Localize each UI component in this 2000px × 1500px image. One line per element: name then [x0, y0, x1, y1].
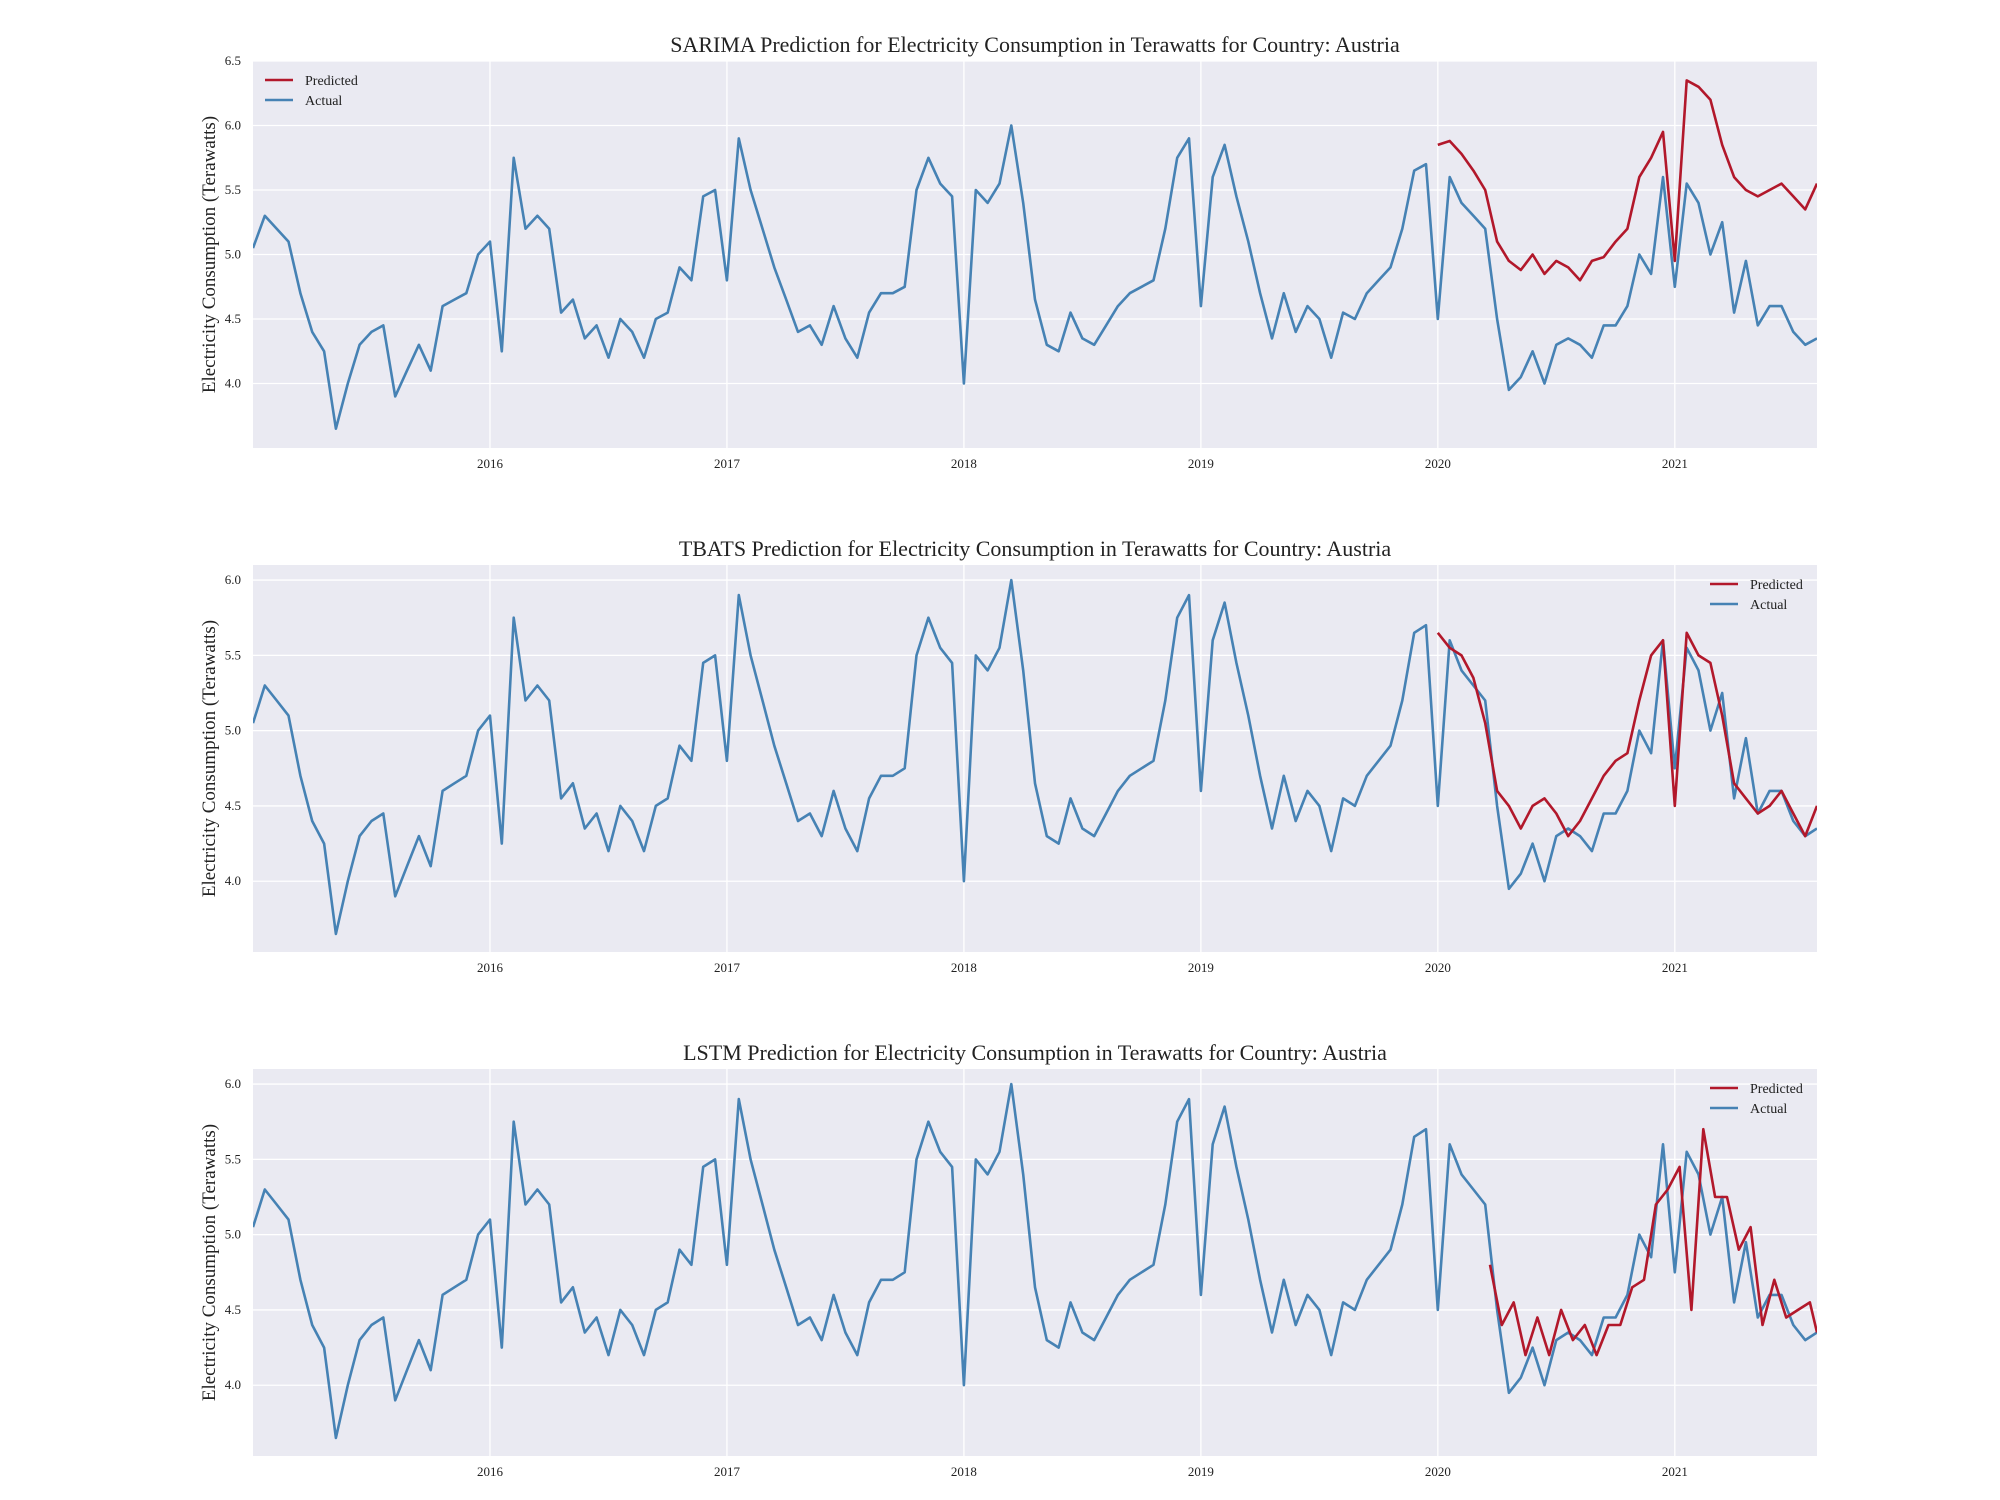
x-tick-label: 2016	[477, 960, 504, 975]
chart-panel-1: 4.0 4.5 5.0 5.5 6.0 6.5 2016 2017 2018 2019 2020 20…	[199, 32, 1817, 471]
y-tick-label: 4.0	[225, 376, 241, 391]
x-tick-label: 2018	[951, 960, 977, 975]
series-line-actual	[253, 124, 1817, 431]
x-tick-label: 2016	[477, 456, 504, 471]
legend-label-actual: Actual	[305, 94, 342, 109]
chart-title: TBATS Prediction for Electricity Consump…	[679, 536, 1392, 561]
y-tick-label: 5.5	[225, 1151, 241, 1166]
chart-title: SARIMA Prediction for Electricity Consum…	[670, 32, 1400, 57]
x-tick-label: 2020	[1425, 1464, 1451, 1479]
x-tick-label: 2019	[1188, 960, 1214, 975]
x-tick-label: 2016	[477, 1464, 504, 1479]
series-line-actual	[253, 1082, 1817, 1440]
y-tick-label: 5.0	[225, 1227, 241, 1242]
y-tick-label: 4.5	[225, 1302, 241, 1317]
plot-area	[253, 1069, 1817, 1456]
chart-title: LSTM Prediction for Electricity Consumpt…	[683, 1040, 1387, 1065]
y-tick-label: 6.0	[225, 572, 241, 587]
legend-label-predicted: Predicted	[1750, 578, 1803, 593]
y-tick-label: 5.5	[225, 647, 241, 662]
series-line-predicted	[1436, 631, 1817, 838]
y-tick-label: 5.5	[225, 182, 241, 197]
y-axis-label: Electricity Consumption (Terawatts)	[199, 620, 220, 897]
y-tick-label: 6.0	[225, 118, 241, 133]
series-line-actual	[253, 578, 1817, 936]
legend: Predicted Actual	[265, 74, 358, 109]
y-axis-label: Electricity Consumption (Terawatts)	[199, 1124, 220, 1401]
x-tick-label: 2019	[1188, 456, 1214, 471]
x-tick-label: 2018	[951, 1464, 977, 1479]
chart-panel-2: 4.0 4.5 5.0 5.5 6.0 2016 2017 2018 2019 2020 2021 T…	[199, 536, 1817, 975]
x-tick-label: 2017	[714, 1464, 741, 1479]
legend-label-predicted: Predicted	[1750, 1082, 1803, 1097]
legend-label-actual: Actual	[1750, 598, 1787, 613]
legend-label-actual: Actual	[1750, 1102, 1787, 1117]
y-tick-label: 6.0	[225, 1076, 241, 1091]
y-tick-label: 4.0	[225, 1377, 241, 1392]
y-tick-label: 6.5	[225, 53, 241, 68]
plot-area	[253, 565, 1817, 952]
x-tick-label: 2021	[1662, 456, 1688, 471]
y-tick-label: 5.0	[225, 723, 241, 738]
x-tick-label: 2020	[1425, 960, 1451, 975]
y-tick-label: 5.0	[225, 247, 241, 262]
x-tick-label: 2020	[1425, 456, 1451, 471]
x-tick-label: 2021	[1662, 1464, 1688, 1479]
x-tick-label: 2021	[1662, 960, 1688, 975]
legend-label-predicted: Predicted	[305, 74, 358, 89]
x-tick-label: 2019	[1188, 1464, 1214, 1479]
y-tick-label: 4.0	[225, 873, 241, 888]
y-tick-label: 4.5	[225, 798, 241, 813]
legend: Predicted Actual	[1710, 578, 1803, 613]
series-line-predicted	[1488, 1127, 1817, 1357]
y-axis-label: Electricity Consumption (Terawatts)	[199, 116, 220, 393]
x-tick-label: 2017	[714, 960, 741, 975]
y-tick-label: 4.5	[225, 311, 241, 326]
chart-panel-3: 4.0 4.5 5.0 5.5 6.0 2016 2017 2018 2019 2020 2021 L…	[199, 1040, 1817, 1479]
x-tick-label: 2017	[714, 456, 741, 471]
series-line-predicted	[1437, 79, 1817, 282]
legend: Predicted Actual	[1710, 1082, 1803, 1117]
x-tick-label: 2018	[951, 456, 977, 471]
